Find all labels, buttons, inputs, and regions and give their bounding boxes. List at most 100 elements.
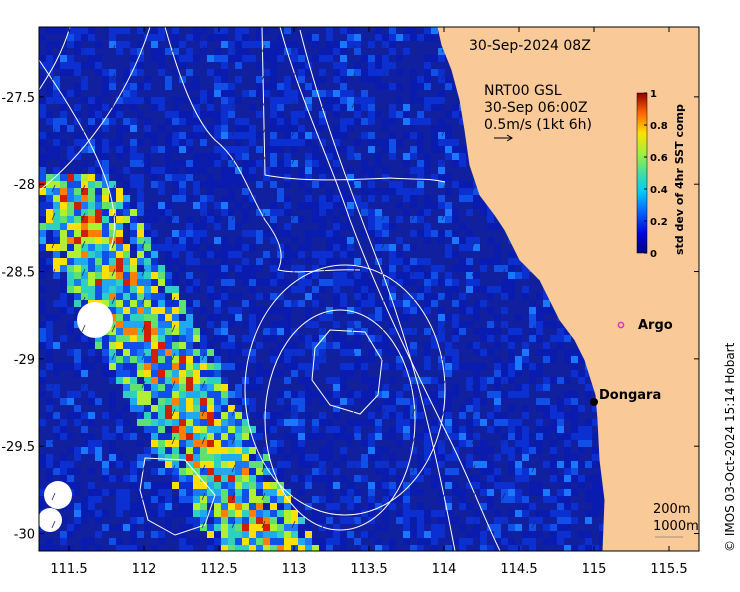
sst-cell: [389, 258, 396, 265]
sst-cell: [200, 454, 207, 461]
sst-cell: [46, 384, 53, 391]
sst-cell: [438, 181, 445, 188]
sst-cell: [445, 370, 452, 377]
sst-cell: [53, 300, 60, 307]
sst-cell: [256, 209, 263, 216]
sst-cell: [123, 335, 130, 342]
wind-vector: [351, 44, 356, 53]
sst-cell: [74, 258, 81, 265]
sst-cell: [508, 279, 515, 286]
sst-cell: [368, 223, 375, 230]
sst-cell: [494, 265, 501, 272]
sst-cell: [130, 307, 137, 314]
sst-cell: [221, 41, 228, 48]
sst-cell: [550, 496, 557, 503]
sst-cell: [571, 454, 578, 461]
sst-cell: [151, 433, 158, 440]
sst-cell: [207, 90, 214, 97]
sst-cell: [214, 216, 221, 223]
sst-cell: [221, 468, 228, 475]
sst-cell: [557, 489, 564, 496]
sst-cell: [270, 55, 277, 62]
sst-cell: [46, 223, 53, 230]
sst-cell: [417, 503, 424, 510]
sst-cell: [396, 426, 403, 433]
wind-vector: [81, 156, 86, 165]
sst-cell: [235, 496, 242, 503]
sst-cell: [564, 454, 571, 461]
sst-cell: [60, 468, 67, 475]
sst-cell: [179, 405, 186, 412]
sst-cell: [529, 545, 536, 551]
sst-cell: [102, 118, 109, 125]
sst-cell: [151, 419, 158, 426]
sst-cell: [151, 97, 158, 104]
sst-cell: [130, 356, 137, 363]
sst-cell: [347, 195, 354, 202]
sst-cell: [214, 440, 221, 447]
sst-cell: [130, 209, 137, 216]
sst-cell: [417, 412, 424, 419]
sst-cell: [137, 55, 144, 62]
sst-cell: [263, 174, 270, 181]
wind-vector: [231, 324, 236, 333]
sst-cell: [193, 475, 200, 482]
sst-cell: [312, 342, 319, 349]
sst-cell: [340, 363, 347, 370]
sst-cell: [270, 237, 277, 244]
sst-cell: [536, 384, 543, 391]
sst-cell: [277, 398, 284, 405]
sst-cell: [403, 111, 410, 118]
sst-cell: [403, 517, 410, 524]
sst-cell: [60, 363, 67, 370]
sst-cell: [137, 230, 144, 237]
sst-cell: [242, 132, 249, 139]
sst-cell: [207, 34, 214, 41]
sst-cell: [249, 440, 256, 447]
sst-cell: [375, 139, 382, 146]
sst-cell: [144, 279, 151, 286]
sst-cell: [102, 83, 109, 90]
sst-cell: [361, 370, 368, 377]
land-mass: [437, 27, 699, 551]
sst-cell: [67, 202, 74, 209]
sst-cell: [221, 545, 228, 551]
sst-cell: [445, 146, 452, 153]
sst-cell: [214, 370, 221, 377]
colorbar-tick-label: 0.4: [650, 185, 668, 196]
wind-vector: [441, 380, 446, 389]
sst-cell: [88, 55, 95, 62]
sst-cell: [445, 363, 452, 370]
sst-cell: [165, 160, 172, 167]
sst-cell: [403, 118, 410, 125]
sst-cell: [221, 300, 228, 307]
sst-cell: [249, 489, 256, 496]
sst-cell: [375, 83, 382, 90]
sst-cell: [473, 286, 480, 293]
sst-cell: [200, 125, 207, 132]
sst-cell: [340, 279, 347, 286]
sst-cell: [186, 223, 193, 230]
sst-cell: [494, 384, 501, 391]
sst-cell: [368, 181, 375, 188]
sst-cell: [410, 412, 417, 419]
sst-cell: [431, 475, 438, 482]
sst-cell: [480, 349, 487, 356]
sst-cell: [207, 398, 214, 405]
sst-cell: [522, 349, 529, 356]
sst-cell: [424, 398, 431, 405]
sst-cell: [480, 398, 487, 405]
sst-cell: [410, 27, 417, 34]
sst-cell: [480, 363, 487, 370]
sst-cell: [193, 300, 200, 307]
sst-cell: [459, 496, 466, 503]
sst-cell: [340, 517, 347, 524]
sst-cell: [256, 545, 263, 551]
sst-cell: [172, 167, 179, 174]
sst-cell: [214, 391, 221, 398]
sst-cell: [172, 335, 179, 342]
wind-vector: [381, 352, 386, 361]
sst-cell: [130, 83, 137, 90]
sst-cell: [557, 405, 564, 412]
sst-cell: [172, 34, 179, 41]
